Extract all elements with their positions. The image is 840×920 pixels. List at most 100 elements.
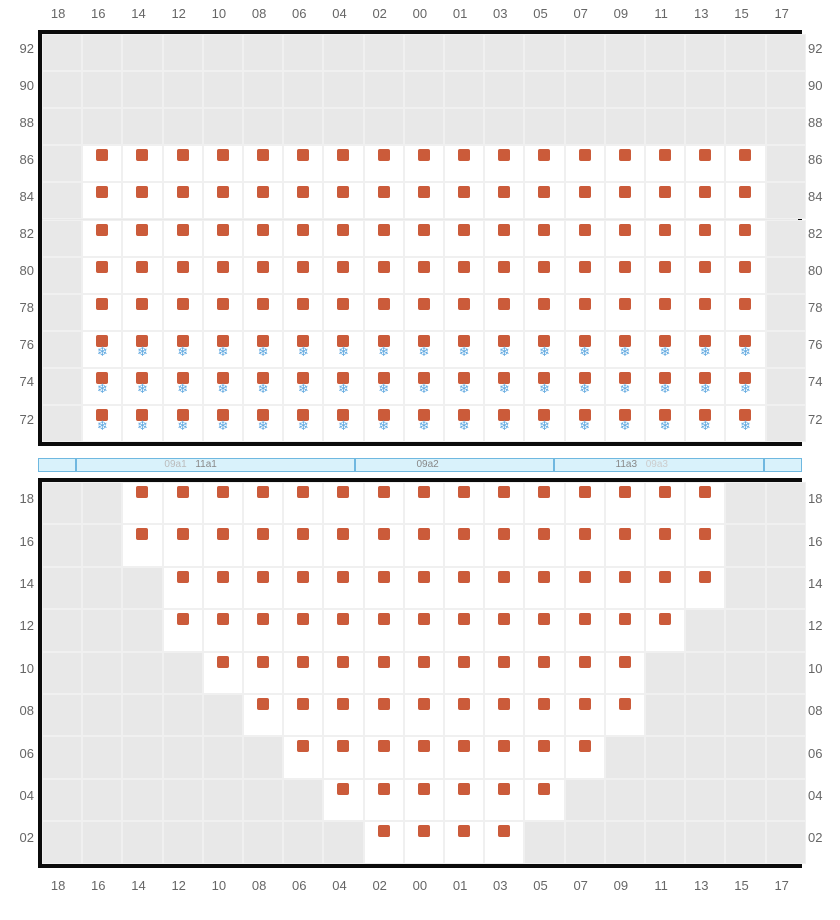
seat-cell[interactable] [484,779,524,821]
seat-cell[interactable] [685,145,725,182]
seat-cell[interactable]: ❄ [404,331,444,368]
seat-cell[interactable] [283,257,323,294]
seat-cell[interactable] [163,294,203,331]
seat-cell[interactable] [605,257,645,294]
seat-cell[interactable]: ❄ [645,368,685,405]
seat-cell[interactable] [323,145,363,182]
seat-cell[interactable]: ❄ [725,405,765,442]
seat-cell[interactable]: ❄ [203,405,243,442]
seat-cell[interactable] [565,182,605,219]
seat-cell[interactable] [484,567,524,609]
seat-cell[interactable] [323,257,363,294]
seat-cell[interactable] [524,736,564,778]
seat-cell[interactable] [725,294,765,331]
seat-cell[interactable] [484,736,524,778]
seat-cell[interactable]: ❄ [565,331,605,368]
seat-cell[interactable]: ❄ [364,405,404,442]
seat-cell[interactable] [283,524,323,566]
seat-cell[interactable]: ❄ [163,331,203,368]
seat-cell[interactable] [444,482,484,524]
seat-cell[interactable]: ❄ [364,368,404,405]
seat-cell[interactable] [645,257,685,294]
seat-cell[interactable] [524,182,564,219]
seat-cell[interactable] [404,257,444,294]
seat-cell[interactable] [444,182,484,219]
seat-cell[interactable] [565,145,605,182]
seat-cell[interactable] [484,145,524,182]
seat-cell[interactable] [364,779,404,821]
seat-cell[interactable] [163,482,203,524]
seat-cell[interactable] [243,652,283,694]
seat-cell[interactable] [524,220,564,257]
seat-cell[interactable] [364,567,404,609]
seat-cell[interactable] [645,220,685,257]
seat-cell[interactable] [524,524,564,566]
seat-cell[interactable] [203,220,243,257]
seat-cell[interactable] [122,524,162,566]
seat-cell[interactable] [243,294,283,331]
seat-cell[interactable] [122,294,162,331]
seat-cell[interactable]: ❄ [283,331,323,368]
seat-cell[interactable] [444,609,484,651]
seat-cell[interactable] [444,524,484,566]
seat-cell[interactable]: ❄ [243,368,283,405]
seat-cell[interactable] [605,567,645,609]
seat-cell[interactable] [323,182,363,219]
seat-cell[interactable] [323,652,363,694]
seat-cell[interactable] [82,257,122,294]
seat-cell[interactable] [565,257,605,294]
seat-cell[interactable] [444,779,484,821]
seat-cell[interactable] [243,609,283,651]
seat-cell[interactable]: ❄ [685,331,725,368]
seat-cell[interactable] [605,220,645,257]
seat-cell[interactable] [163,182,203,219]
seat-cell[interactable] [283,294,323,331]
seat-cell[interactable] [283,567,323,609]
seat-cell[interactable] [364,257,404,294]
seat-cell[interactable] [524,567,564,609]
seat-cell[interactable]: ❄ [283,368,323,405]
seat-cell[interactable] [323,736,363,778]
seat-cell[interactable] [645,182,685,219]
seat-cell[interactable] [404,182,444,219]
seat-cell[interactable] [565,567,605,609]
seat-cell[interactable] [725,257,765,294]
seat-cell[interactable]: ❄ [404,405,444,442]
seat-cell[interactable] [565,220,605,257]
seat-cell[interactable]: ❄ [122,368,162,405]
seat-cell[interactable] [484,220,524,257]
seat-cell[interactable] [404,779,444,821]
seat-cell[interactable]: ❄ [605,405,645,442]
seat-cell[interactable] [685,257,725,294]
seat-cell[interactable] [323,694,363,736]
seat-cell[interactable] [524,609,564,651]
seat-cell[interactable] [404,294,444,331]
seat-cell[interactable] [203,482,243,524]
seat-cell[interactable] [404,821,444,863]
seat-cell[interactable]: ❄ [283,405,323,442]
seat-cell[interactable] [203,567,243,609]
seat-cell[interactable] [484,257,524,294]
seat-cell[interactable]: ❄ [323,331,363,368]
seat-cell[interactable]: ❄ [685,368,725,405]
seat-cell[interactable] [484,609,524,651]
seat-cell[interactable] [444,257,484,294]
seat-cell[interactable]: ❄ [163,405,203,442]
seat-cell[interactable] [605,482,645,524]
seat-cell[interactable] [685,220,725,257]
seat-cell[interactable] [565,694,605,736]
seat-cell[interactable] [283,609,323,651]
seat-cell[interactable] [203,294,243,331]
seat-cell[interactable]: ❄ [243,331,283,368]
seat-cell[interactable] [82,220,122,257]
seat-cell[interactable] [122,220,162,257]
seat-cell[interactable] [283,736,323,778]
seat-cell[interactable] [364,145,404,182]
seat-cell[interactable] [243,145,283,182]
seat-cell[interactable] [364,652,404,694]
seat-cell[interactable] [685,482,725,524]
seat-cell[interactable] [323,609,363,651]
seat-cell[interactable] [323,220,363,257]
seat-cell[interactable] [122,145,162,182]
seat-cell[interactable] [163,567,203,609]
